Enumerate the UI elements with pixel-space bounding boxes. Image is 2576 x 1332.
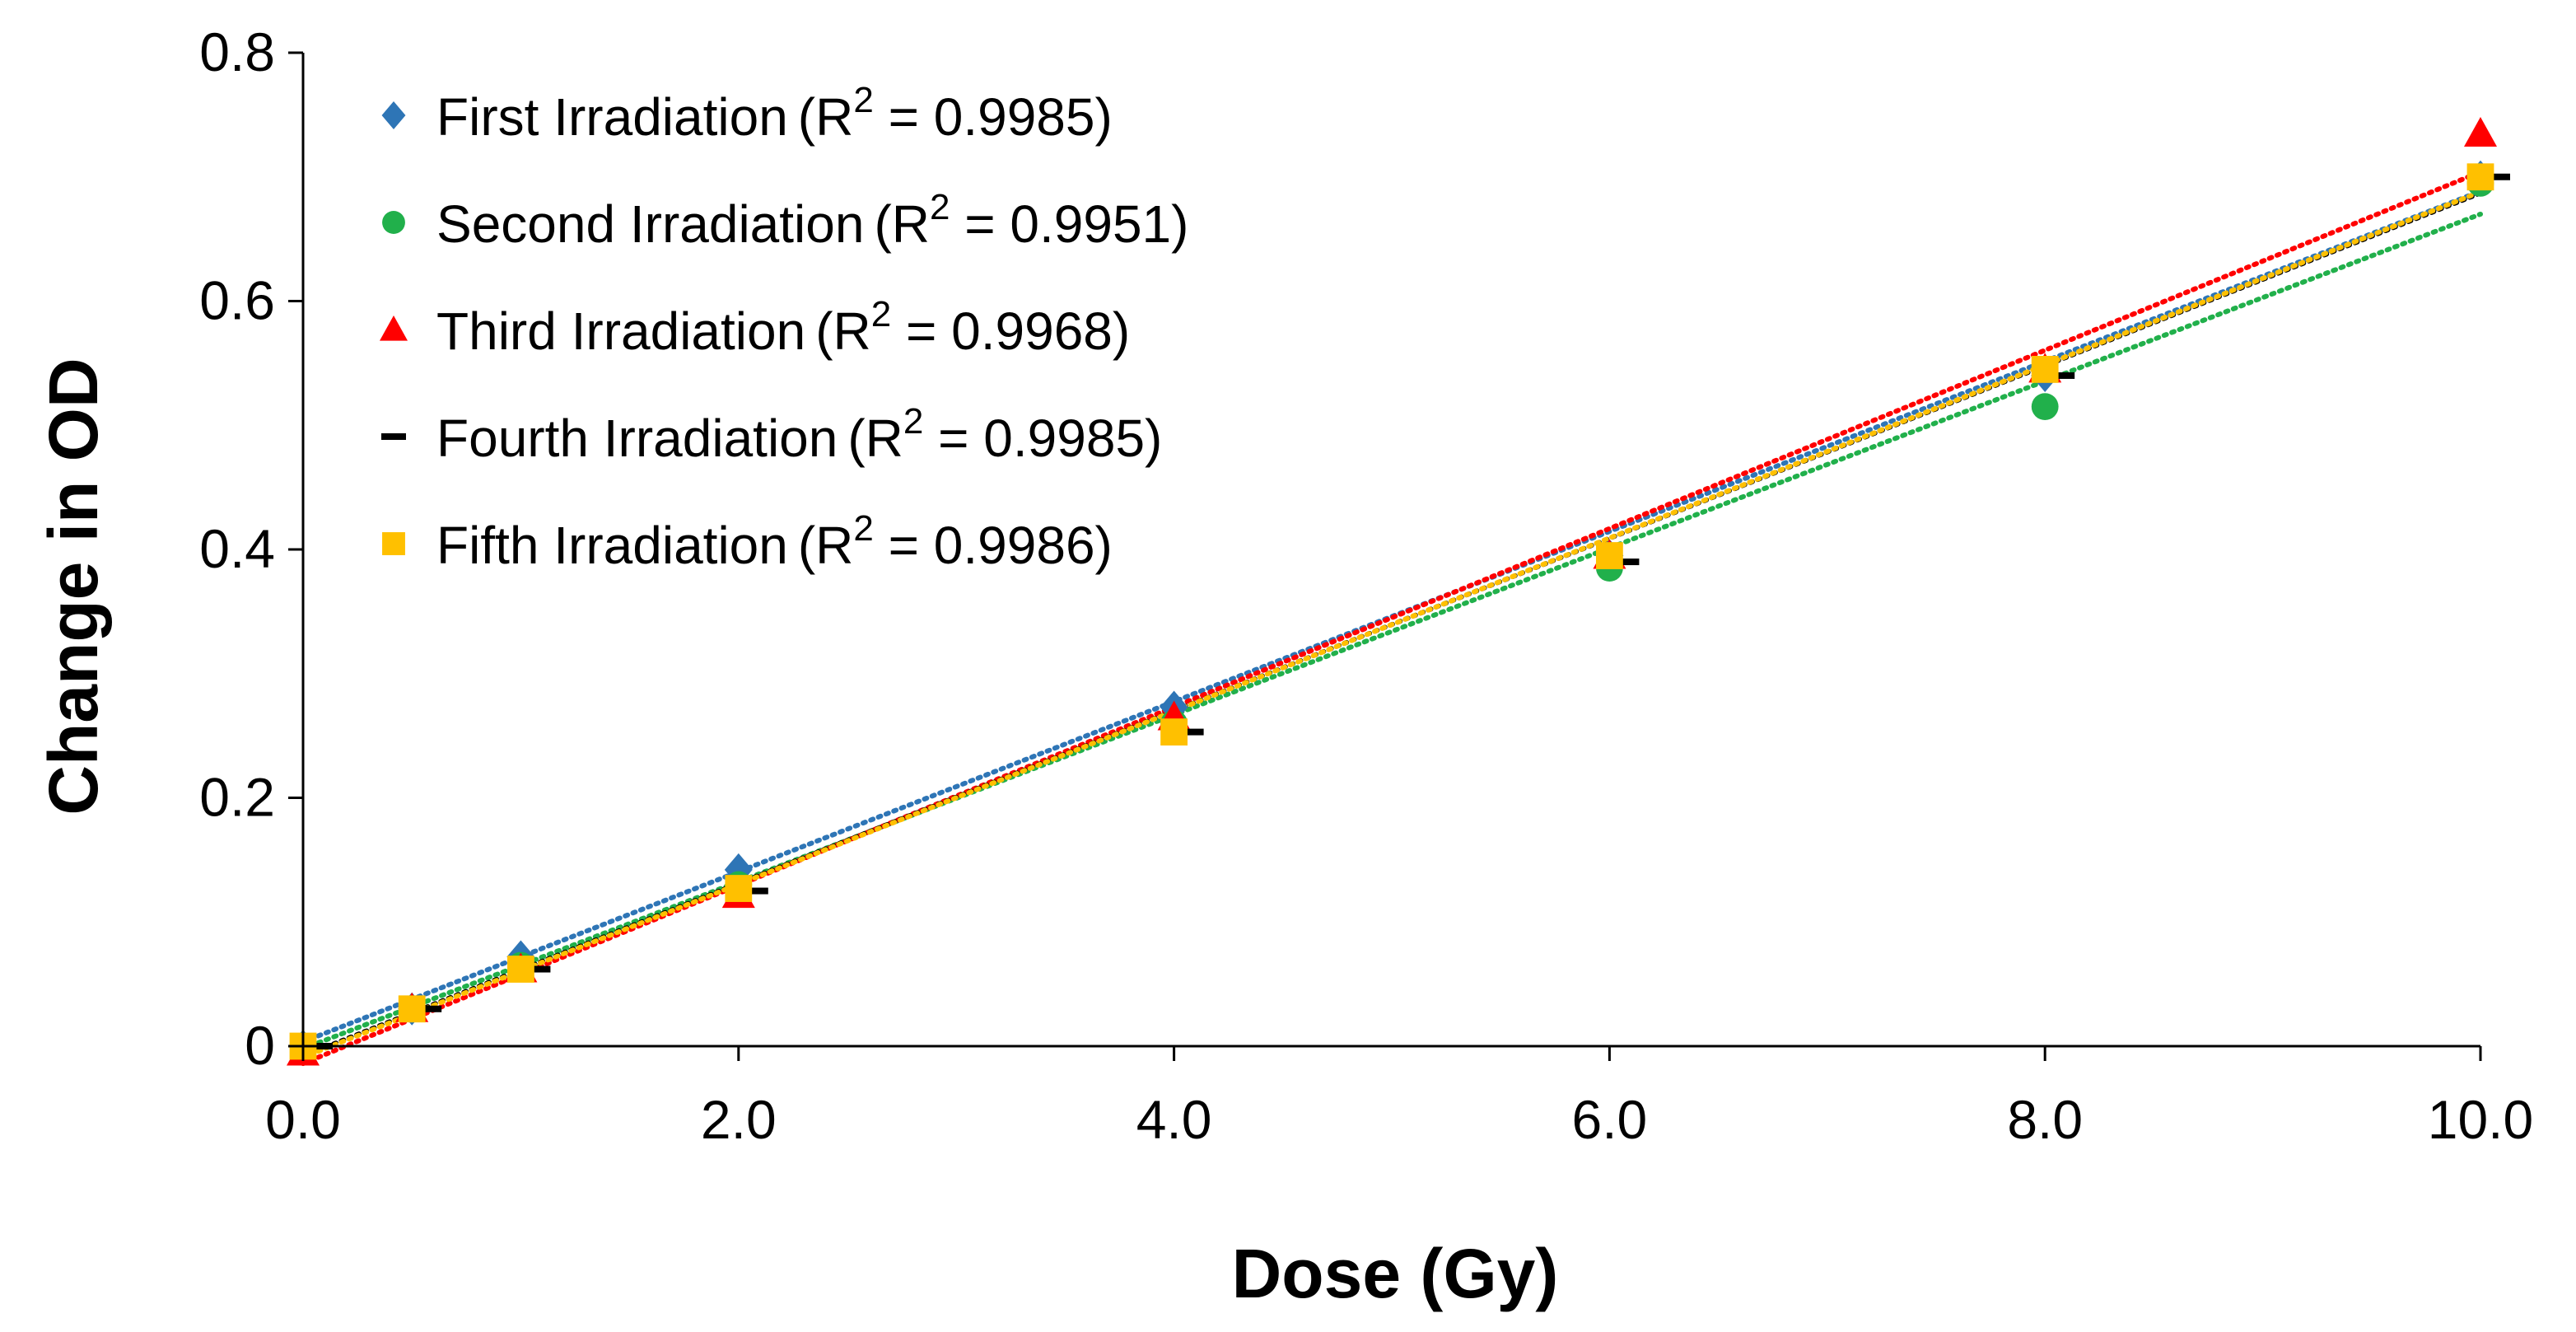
data-point-second-irradiation [2031,393,2059,421]
legend-marker-fifth-irradiation [382,532,405,555]
legend-r2-value: = 0.9968) [891,301,1130,361]
legend-label-third-irradiation: Third Irradiation (R2 = 0.9968) [436,294,1130,361]
data-point-fifth-irradiation [2466,163,2494,191]
x-tick-label: 6.0 [1572,1089,1648,1150]
legend-marker-fourth-irradiation [381,433,406,440]
x-tick-label: 4.0 [1136,1089,1212,1150]
legend-r2-value: = 0.9985) [923,409,1162,468]
legend-r2-open: (R [798,87,854,147]
legend-r2-superscript: 2 [903,401,923,442]
legend-label-second-irradiation: Second Irradiation (R2 = 0.9951) [436,187,1188,254]
y-tick-label: 0.2 [199,767,275,828]
data-point-fifth-irradiation [1596,542,1623,569]
legend-r2-open: (R [798,516,854,575]
legend-r2-superscript: 2 [871,294,891,334]
legend-label-first-irradiation: First Irradiation (R2 = 0.9985) [436,80,1113,147]
trendline-third-irradiation [301,169,2483,1067]
legend-r2-superscript: 2 [853,80,873,120]
legend-label-fifth-irradiation: Fifth Irradiation (R2 = 0.9986) [436,508,1113,575]
data-point-third-irradiation [2464,116,2497,147]
legend-series-name: Second Irradiation [436,194,864,254]
y-tick-label: 0.4 [199,518,275,579]
legend-r2-value: = 0.9951) [950,194,1188,254]
legend-series-name: Fifth Irradiation [436,516,788,575]
x-tick-label: 10.0 [2428,1089,2533,1150]
legend-marker-third-irradiation [380,315,408,341]
axes [288,51,2482,1061]
legend-r2-open: (R [815,301,871,361]
legend-marker-first-irradiation [381,101,406,129]
data-point-fifth-irradiation [507,956,534,983]
legend-marker-second-irradiation [382,211,405,234]
legend-r2-value: = 0.9986) [874,516,1113,575]
data-markers [287,116,2510,1066]
legend-series-name: Fourth Irradiation [436,409,838,468]
legend-r2-superscript: 2 [930,187,950,227]
trendline-fifth-irradiation [301,189,2483,1060]
legend-r2-open: (R [847,409,903,468]
tick-labels: 0 0.2 0.4 0.6 0.8 0.0 2.0 4.0 6.0 8.0 10.0 [199,21,2533,1150]
data-point-fifth-irradiation [1160,718,1188,746]
trendlines [301,169,2483,1067]
x-tick-label: 2.0 [701,1089,777,1150]
legend-series-name: Third Irradiation [436,301,805,361]
y-tick-label: 0.8 [199,21,275,82]
y-tick-label: 0 [245,1015,275,1076]
data-point-fifth-irradiation [2031,356,2059,383]
x-axis-title: Dose (Gy) [1232,1235,1559,1312]
trendline-second-irradiation [301,211,2483,1052]
legend-r2-value: = 0.9985) [874,87,1113,147]
data-point-fifth-irradiation [725,875,753,902]
legend-r2-open: (R [874,194,930,254]
x-tick-label: 8.0 [2007,1089,2083,1150]
y-tick-label: 0.6 [199,270,275,331]
legend: First Irradiation (R2 = 0.9985)Second Irr… [380,80,1188,575]
legend-series-name: First Irradiation [436,87,788,147]
y-axis-title: Change in OD [35,358,112,815]
data-point-fifth-irradiation [398,995,426,1023]
legend-label-fourth-irradiation: Fourth Irradiation (R2 = 0.9985) [436,401,1162,468]
legend-r2-superscript: 2 [853,508,873,549]
x-tick-label: 0.0 [265,1089,341,1150]
